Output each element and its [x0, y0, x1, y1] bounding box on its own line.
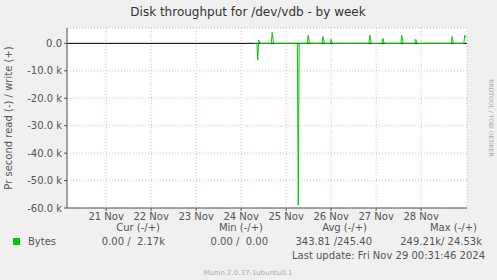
svg-text:-20.0 k: -20.0 k — [27, 93, 62, 104]
svg-text:Bytes: Bytes — [28, 236, 56, 247]
svg-text:0.00 / 2.17k: 0.00 / 2.17k — [102, 236, 165, 247]
svg-text:249.21k/ 24.53k: 249.21k/ 24.53k — [400, 236, 482, 247]
svg-text:-10.0 k: -10.0 k — [27, 65, 62, 76]
svg-text:Munin 2.0.37-1ubuntu0.1: Munin 2.0.37-1ubuntu0.1 — [204, 269, 293, 277]
svg-text:-30.0 k: -30.0 k — [27, 120, 62, 131]
svg-text:RRDTOOL / TOBI OETIKER: RRDTOOL / TOBI OETIKER — [488, 79, 489, 156]
svg-text:-50.0 k: -50.0 k — [27, 175, 62, 186]
svg-text:0.0: 0.0 — [46, 38, 62, 49]
svg-text:24 Nov: 24 Nov — [223, 211, 259, 222]
svg-text:Last update: Fri Nov 29 00:31:: Last update: Fri Nov 29 00:31:46 2024 — [292, 250, 485, 261]
svg-text:-60.0 k: -60.0 k — [27, 203, 62, 214]
svg-text:343.81 /245.40: 343.81 /245.40 — [295, 236, 372, 247]
svg-text:27 Nov: 27 Nov — [358, 211, 394, 222]
svg-text:28 Nov: 28 Nov — [403, 211, 439, 222]
svg-text:Min (-/+): Min (-/+) — [219, 222, 263, 233]
svg-text:0.00 / 0.00: 0.00 / 0.00 — [211, 236, 268, 247]
svg-text:-40.0 k: -40.0 k — [27, 148, 62, 159]
svg-text:Avg (-/+): Avg (-/+) — [322, 222, 367, 233]
svg-text:25 Nov: 25 Nov — [268, 211, 304, 222]
svg-text:Disk throughput for /dev/vdb -: Disk throughput for /dev/vdb - by week — [130, 5, 365, 19]
svg-text:22 Nov: 22 Nov — [133, 211, 169, 222]
svg-text:Cur (-/+): Cur (-/+) — [116, 222, 160, 233]
svg-text:Pr second read (-) / write (+): Pr second read (-) / write (+) — [8, 46, 14, 189]
svg-text:Max (-/+): Max (-/+) — [430, 222, 477, 233]
svg-text:23 Nov: 23 Nov — [178, 211, 214, 222]
svg-text:21 Nov: 21 Nov — [88, 211, 124, 222]
svg-text:26 Nov: 26 Nov — [313, 211, 349, 222]
